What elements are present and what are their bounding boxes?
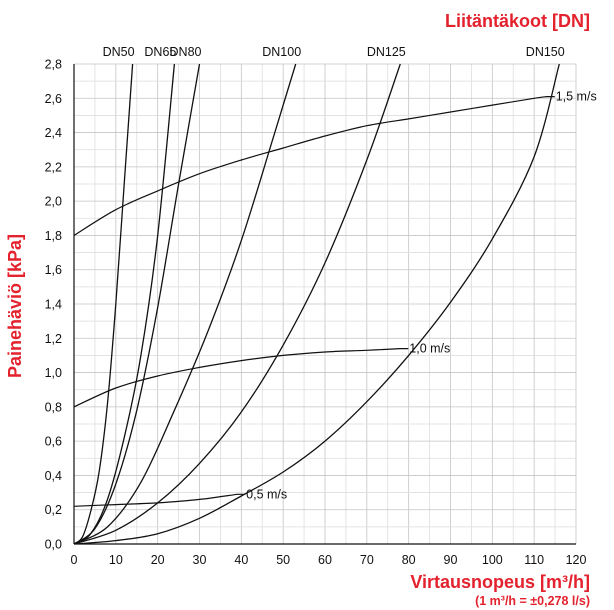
x-tick-label: 10 [109,553,123,567]
y-tick-label: 1,0 [45,366,62,380]
velocity-label: 1,5 m/s [556,90,597,104]
y-tick-label: 0,2 [45,503,62,517]
x-tick-label: 0 [71,553,78,567]
grid [73,63,577,545]
velocity-curves: 1,5 m/s 1,0 m/s 0,5 m/s [73,90,597,507]
y-axis-label: Painehäviö [kPa] [5,234,25,378]
y-tick-labels: 0,0 0,2 0,4 0,6 0,8 1,0 1,2 1,4 1,6 1,8 2,0 2,2 2,4 2… [45,58,62,552]
axes [73,64,576,545]
y-tick-label: 0,6 [45,435,62,449]
y-tick-label: 1,2 [45,332,62,346]
x-tick-label: 70 [360,553,374,567]
dn-label: DN100 [262,45,301,59]
y-tick-label: 1,6 [45,263,62,277]
dn-label: DN50 [103,45,135,59]
dn-label: DN125 [367,45,406,59]
curve-dn50 [73,63,134,545]
curve-dn150 [73,63,560,545]
velocity-curve [73,96,555,236]
x-tick-label: 50 [276,553,290,567]
velocity-label: 1,0 m/s [409,342,450,356]
y-tick-label: 2,0 [45,195,62,209]
velocity-curve [73,348,409,408]
velocity-curve [73,493,246,507]
y-tick-label: 0,4 [45,469,62,483]
y-tick-label: 2,8 [45,58,62,72]
curve-dn100 [73,63,297,545]
x-axis-note: (1 m³/h = ±0,278 l/s) [475,594,590,608]
chart-title: Liitäntäkoot [DN] [445,11,590,31]
x-tick-label: 90 [444,553,458,567]
curve-dn125 [73,63,401,545]
x-tick-label: 80 [402,553,416,567]
x-tick-labels: 0 10 20 30 40 50 60 70 80 90 100 110 120 [71,553,587,567]
y-tick-label: 0,0 [45,538,62,552]
y-tick-label: 2,6 [45,92,62,106]
x-axis-label: Virtausnopeus [m³/h] [410,572,590,592]
y-tick-label: 1,4 [45,298,62,312]
curve-dn80 [73,63,201,545]
x-tick-label: 30 [193,553,207,567]
y-tick-label: 0,8 [45,400,62,414]
curves [73,63,560,545]
x-tick-label: 40 [234,553,248,567]
x-tick-label: 120 [566,553,587,567]
y-tick-label: 2,4 [45,126,62,140]
dn-label: DN150 [526,45,565,59]
dn-label: DN80 [170,45,202,59]
x-tick-label: 100 [482,553,503,567]
velocity-label: 0,5 m/s [246,487,287,501]
dn-label: DN65 [144,45,176,59]
x-tick-label: 20 [151,553,165,567]
y-tick-label: 1,8 [45,229,62,243]
x-tick-label: 60 [318,553,332,567]
x-tick-label: 110 [524,553,544,567]
y-tick-label: 2,2 [45,160,62,174]
